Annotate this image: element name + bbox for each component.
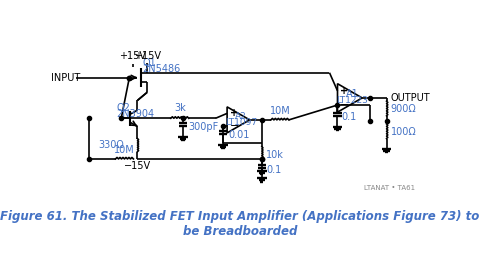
- Text: 0.1: 0.1: [266, 165, 281, 175]
- Text: OUTPUT: OUTPUT: [391, 93, 430, 103]
- Text: 10M: 10M: [114, 145, 135, 155]
- Text: Q2: Q2: [116, 103, 130, 113]
- Text: LT1223: LT1223: [336, 96, 368, 105]
- Text: INPUT: INPUT: [51, 73, 81, 83]
- Text: Figure 61. The Stabilized FET Input Amplifier (Applications Figure 73) to be Bre: Figure 61. The Stabilized FET Input Ampl…: [0, 210, 480, 238]
- Text: −15V: −15V: [124, 161, 151, 171]
- Text: +15V: +15V: [119, 51, 146, 61]
- Text: LTANAT • TA61: LTANAT • TA61: [364, 186, 415, 192]
- Text: 2N5486: 2N5486: [143, 64, 180, 73]
- Text: 330Ω: 330Ω: [99, 140, 124, 150]
- Text: Q1: Q1: [143, 58, 156, 68]
- Text: −: −: [340, 100, 349, 110]
- Text: A1: A1: [346, 89, 359, 99]
- Text: −: −: [229, 121, 239, 131]
- Text: 0.1: 0.1: [342, 112, 357, 122]
- Text: 100Ω: 100Ω: [391, 127, 416, 137]
- Text: LT1097: LT1097: [225, 118, 257, 127]
- Text: +: +: [340, 86, 348, 96]
- Text: 2N3904: 2N3904: [116, 109, 155, 119]
- Text: A2: A2: [235, 112, 247, 121]
- Text: 3k: 3k: [174, 103, 186, 113]
- Text: 300pF: 300pF: [189, 122, 219, 132]
- Text: +15V: +15V: [134, 51, 161, 60]
- Text: +: +: [229, 108, 238, 118]
- Text: 10k: 10k: [266, 150, 284, 160]
- Text: 10M: 10M: [269, 106, 290, 116]
- Text: 900Ω: 900Ω: [391, 104, 416, 114]
- Text: 0.01: 0.01: [229, 130, 250, 140]
